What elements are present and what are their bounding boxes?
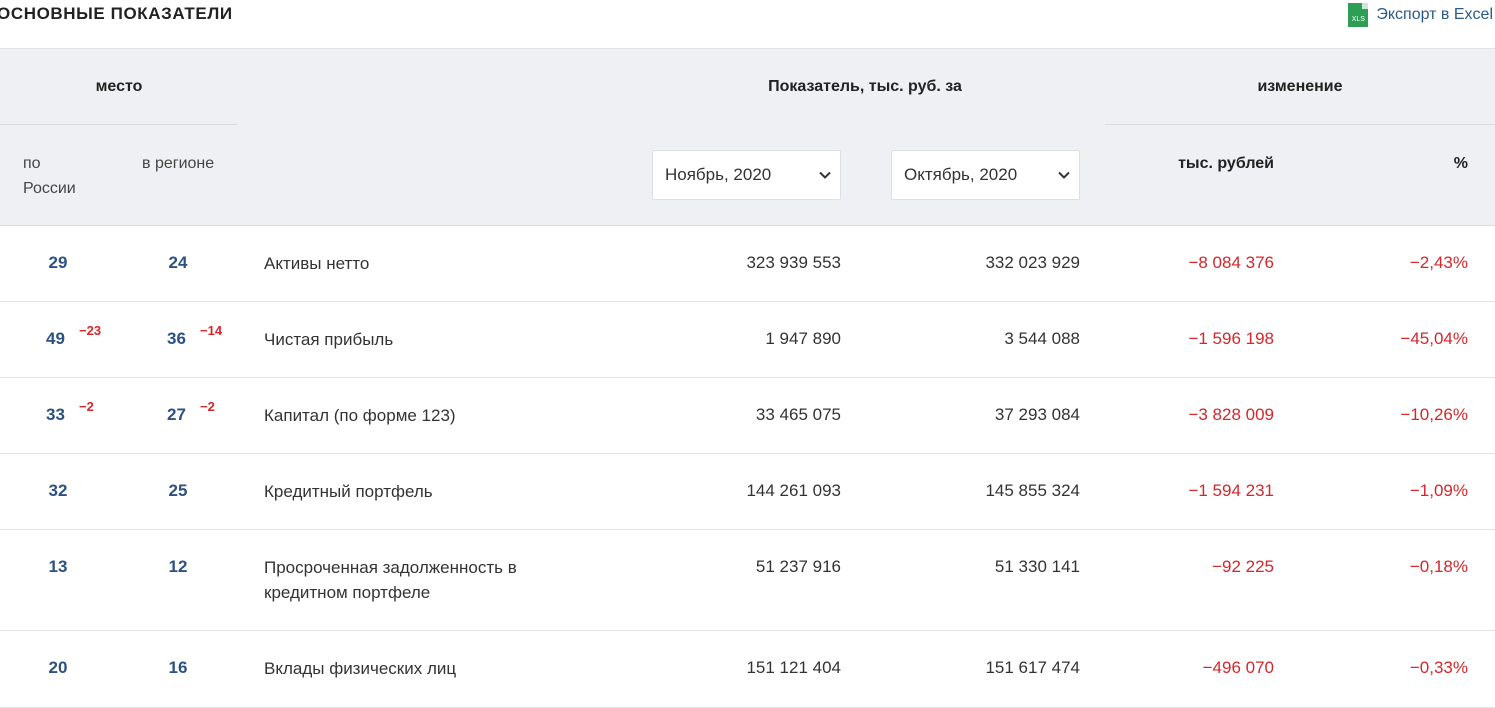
value-period2: 151 617 474	[985, 658, 1080, 677]
table-row: 33 −2 27 −2 Капитал (по форме 123) 33 46…	[0, 378, 1495, 454]
rank-region-delta: −14	[200, 323, 223, 338]
chevron-down-icon	[1058, 171, 1070, 179]
table-row: 49 −23 36 −14 Чистая прибыль 1 947 890 3…	[0, 302, 1495, 378]
indicator-name: Чистая прибыль	[264, 330, 394, 349]
value-period1: 1 947 890	[765, 329, 841, 348]
change-rub: −8 084 376	[1188, 253, 1274, 272]
value-period2: 51 330 141	[994, 557, 1080, 576]
rank-region-delta: −2	[200, 399, 215, 414]
rank-russia[interactable]: 20	[48, 658, 68, 677]
change-rub: −496 070	[1202, 658, 1274, 677]
change-rub: −1 594 231	[1188, 481, 1274, 500]
table-row: 32 25 Кредитный портфель 144 261 093 145…	[0, 454, 1495, 530]
column-change-rub: тыс. рублей	[1178, 155, 1274, 172]
change-pct: −0,18%	[1409, 557, 1468, 576]
column-group-change: изменение	[1105, 49, 1495, 125]
xls-file-icon: XLS	[1348, 3, 1369, 27]
rank-region[interactable]: 16	[168, 658, 188, 677]
rank-region[interactable]: 36	[167, 329, 186, 348]
export-excel-label: Экспорт в Excel	[1376, 6, 1493, 23]
table-row: 13 12 Просроченная задолженность в креди…	[0, 530, 1495, 631]
column-change-pct: %	[1453, 155, 1468, 172]
column-in-region: в регионе	[142, 155, 215, 172]
table-header: место Показатель, тыс. руб. за изменение…	[0, 48, 1495, 226]
period1-select-value: Ноябрь, 2020	[665, 165, 772, 184]
section-title: ОСНОВНЫЕ ПОКАЗАТЕЛИ	[0, 4, 233, 23]
chevron-down-icon	[819, 171, 831, 179]
indicator-name: Капитал (по форме 123)	[264, 406, 456, 425]
change-pct: −45,04%	[1400, 329, 1468, 348]
rank-russia-delta: −2	[79, 399, 94, 414]
rank-region[interactable]: 25	[168, 481, 188, 500]
value-period2: 332 023 929	[985, 253, 1080, 272]
rank-russia[interactable]: 33	[46, 405, 65, 424]
change-rub: −3 828 009	[1188, 405, 1274, 424]
rank-russia[interactable]: 32	[48, 481, 68, 500]
export-excel-link[interactable]: XLS Экспорт в Excel	[1348, 3, 1493, 27]
change-pct: −1,09%	[1409, 481, 1468, 500]
value-period1: 144 261 093	[746, 481, 841, 500]
period2-select[interactable]: Октябрь, 2020	[891, 150, 1080, 200]
period2-select-value: Октябрь, 2020	[904, 165, 1018, 184]
rank-region[interactable]: 12	[168, 557, 188, 576]
change-pct: −0,33%	[1409, 658, 1468, 677]
rank-region[interactable]: 24	[168, 253, 188, 272]
value-period2: 3 544 088	[1004, 329, 1080, 348]
change-pct: −2,43%	[1409, 253, 1468, 272]
value-period1: 33 465 075	[755, 405, 841, 424]
column-group-indicator: Показатель, тыс. руб. за	[768, 78, 962, 95]
change-rub: −92 225	[1212, 557, 1274, 576]
change-rub: −1 596 198	[1188, 329, 1274, 348]
change-pct: −10,26%	[1400, 405, 1468, 424]
column-group-mesto: место	[0, 49, 238, 125]
rank-russia[interactable]: 29	[48, 253, 68, 272]
table-row: 29 24 Активы нетто 323 939 553 332 023 9…	[0, 226, 1495, 302]
value-period2: 37 293 084	[994, 405, 1080, 424]
value-period1: 151 121 404	[746, 658, 841, 677]
rank-region[interactable]: 27	[167, 405, 186, 424]
value-period1: 51 237 916	[755, 557, 841, 576]
indicator-name: Активы нетто	[264, 254, 370, 273]
value-period2: 145 855 324	[985, 481, 1080, 500]
table-row: 20 16 Вклады физических лиц 151 121 404 …	[0, 631, 1495, 708]
indicator-name: Кредитный портфель	[264, 482, 433, 501]
period1-select[interactable]: Ноябрь, 2020	[652, 150, 841, 200]
rank-russia-delta: −23	[79, 323, 102, 338]
indicator-name: Просроченная задолженность в кредитном п…	[264, 558, 517, 602]
value-period1: 323 939 553	[746, 253, 841, 272]
rank-russia[interactable]: 13	[48, 557, 68, 576]
rank-russia[interactable]: 49	[46, 329, 65, 348]
indicator-name: Вклады физических лиц	[264, 659, 457, 678]
column-by-russia: по России	[23, 155, 76, 197]
